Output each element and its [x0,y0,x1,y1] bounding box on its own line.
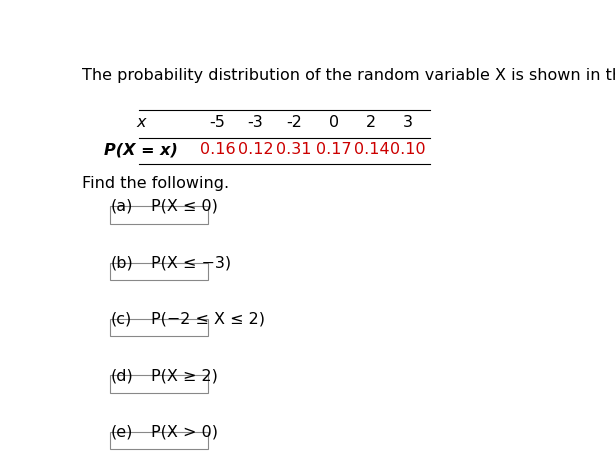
Text: (a): (a) [110,199,133,214]
Text: P(X > 0): P(X > 0) [151,425,218,439]
Text: Find the following.: Find the following. [82,176,229,191]
Text: (d): (d) [110,368,133,383]
Text: 0: 0 [329,115,339,130]
Text: x: x [137,115,146,130]
Bar [110,432,208,449]
Text: 0.10: 0.10 [391,142,426,157]
Bar [110,263,208,280]
Text: (c): (c) [110,312,132,327]
Text: -2: -2 [286,115,302,130]
Text: P(X ≤ −3): P(X ≤ −3) [151,255,231,270]
Text: -5: -5 [210,115,226,130]
Text: P(X = x): P(X = x) [105,142,178,157]
Text: P(X ≤ 0): P(X ≤ 0) [151,199,218,214]
Bar [110,319,208,336]
Text: 3: 3 [403,115,413,130]
Text: 0.16: 0.16 [200,142,236,157]
Text: (e): (e) [110,425,133,439]
Text: 0.14: 0.14 [354,142,389,157]
Bar [110,376,208,393]
Text: P(X ≥ 2): P(X ≥ 2) [151,368,218,383]
Text: 2: 2 [367,115,376,130]
Text: -3: -3 [248,115,263,130]
Text: 0.17: 0.17 [317,142,352,157]
Text: 0.31: 0.31 [276,142,311,157]
Text: P(−2 ≤ X ≤ 2): P(−2 ≤ X ≤ 2) [151,312,264,327]
Text: (b): (b) [110,255,133,270]
Text: 0.12: 0.12 [238,142,274,157]
Bar [110,206,208,224]
Text: The probability distribution of the random variable X is shown in the accompanyi: The probability distribution of the rand… [82,68,615,83]
